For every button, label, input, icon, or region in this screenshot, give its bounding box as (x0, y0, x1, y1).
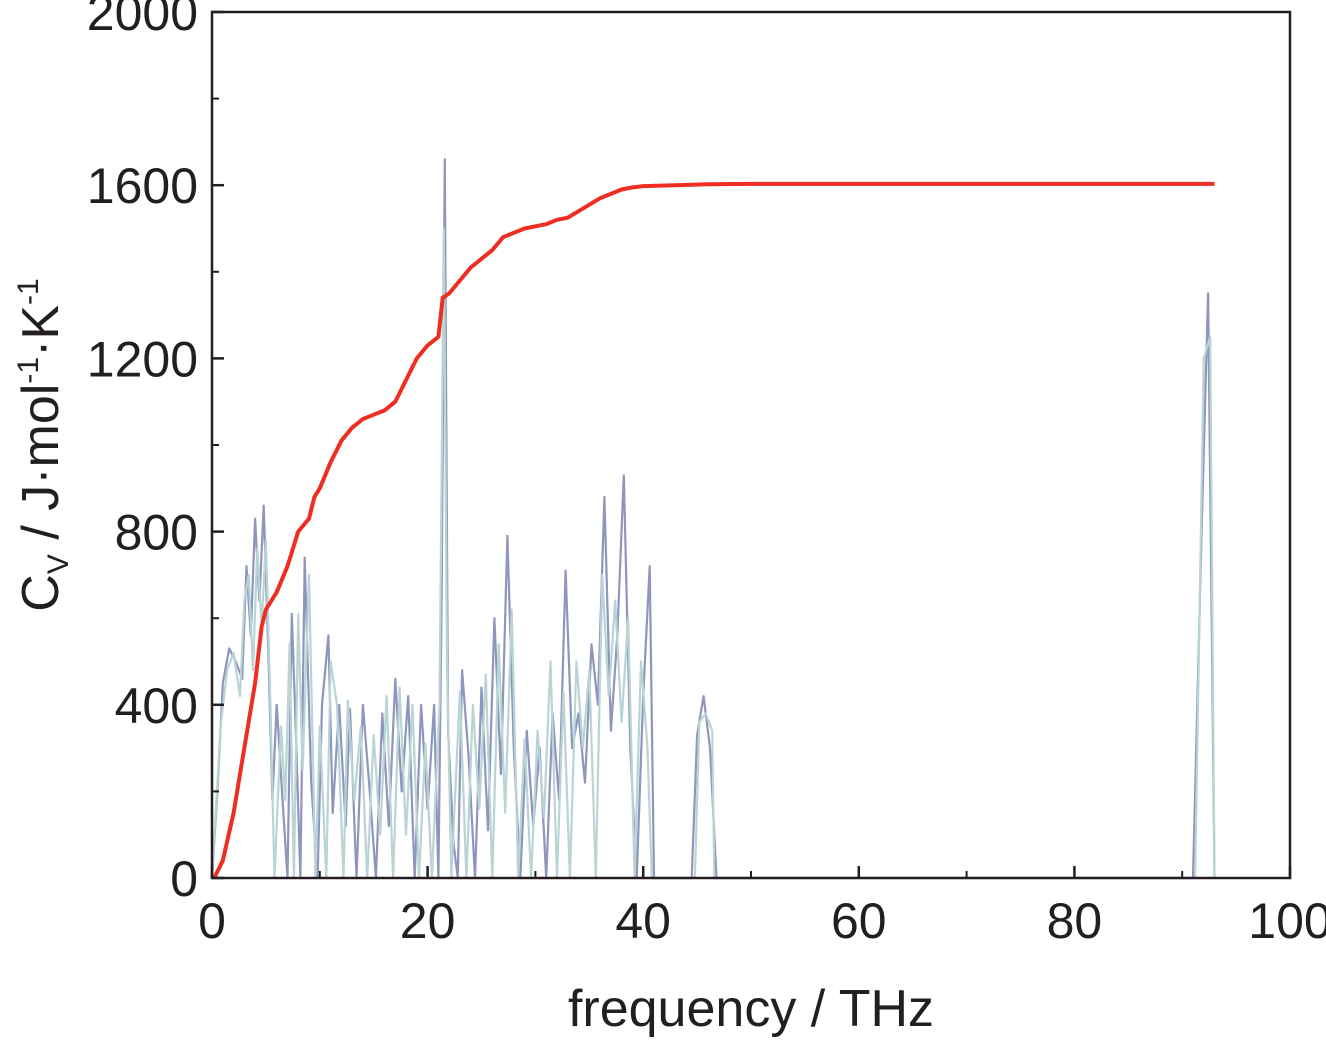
y-axis-title-part: C (12, 574, 70, 612)
axis-tick-labels: 0 20 40 60 80 100 0 400 800 1200 1600 2000 (87, 0, 1326, 949)
cumulative-heat-capacity-line (212, 181, 1215, 879)
y-axis-title-part: ·K (12, 305, 70, 357)
vibrational-density-line-1 (210, 158, 1216, 880)
y-tick-label: 1200 (87, 331, 198, 387)
axis-ticks (210, 10, 1292, 880)
y-axis-title-part: V (42, 554, 75, 574)
x-tick-label: 40 (615, 893, 671, 949)
y-tick-label: 800 (115, 505, 198, 561)
y-axis-title-part: -1 (12, 357, 45, 384)
y-axis-title-part: / J·mol (12, 384, 70, 554)
x-tick-label: 20 (400, 893, 456, 949)
x-tick-label: 0 (198, 893, 226, 949)
x-tick-label: 100 (1248, 893, 1326, 949)
y-tick-label: 400 (115, 678, 198, 734)
y-tick-label: 0 (170, 851, 198, 907)
y-axis-title-part: -1 (12, 278, 45, 305)
y-tick-label: 1600 (87, 158, 198, 214)
vibrational-density-line-2 (210, 227, 1216, 880)
x-tick-label: 80 (1047, 893, 1103, 949)
x-tick-label: 60 (831, 893, 887, 949)
y-tick-label: 2000 (87, 0, 198, 41)
cumulative-series-layer (212, 181, 1215, 879)
density-series-layer (210, 158, 1216, 880)
x-axis-title: frequency / THz (568, 980, 934, 1038)
y-axis-title: CV / J·mol-1·K-1 (12, 278, 75, 611)
